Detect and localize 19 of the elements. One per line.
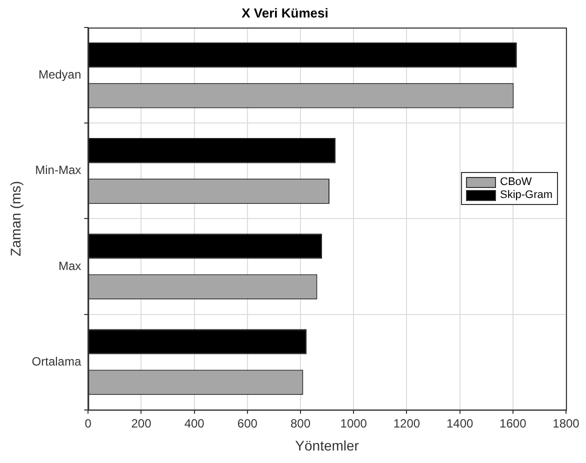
y-tick-label: Medyan [38,68,82,82]
x-tick-label: 1200 [393,416,420,430]
chart-title: X Veri Kümesi [242,5,328,20]
legend-label: CBoW [500,176,532,188]
x-tick-label: 1000 [340,416,368,430]
x-tick-label: 1400 [446,416,474,430]
y-tick-label: Min-Max [35,163,82,178]
x-tick-label: 400 [184,416,205,430]
y-tick-label: Max [58,258,82,273]
x-tick-label: 200 [131,416,152,430]
y-tick-label: Ortalama [32,354,82,368]
x-tick-label: 600 [237,416,258,430]
y-axis-title: Zaman (ms) [7,180,24,256]
x-tick-label: 0 [84,416,92,430]
x-tick-label: 1800 [552,416,580,430]
x-axis-title: Yöntemler [295,437,360,454]
legend-label: Skip-Gram [500,189,553,202]
x-tick-label: 800 [290,416,311,430]
x-tick-label: 1600 [500,416,527,430]
